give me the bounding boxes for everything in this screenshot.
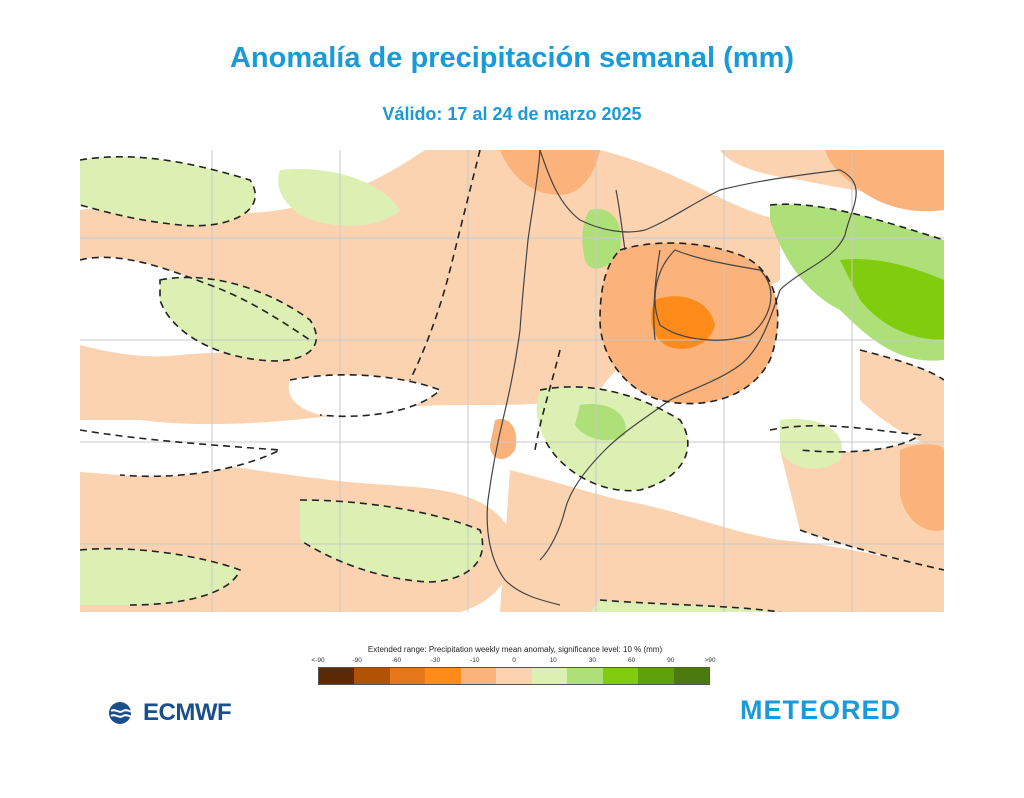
ecmwf-logo-text: ECMWF xyxy=(143,699,232,726)
map-svg xyxy=(80,150,944,612)
legend-title: Extended range: Precipitation weekly mea… xyxy=(367,645,663,654)
legend-swatch xyxy=(425,668,461,684)
coastline xyxy=(486,150,857,606)
legend-tick-label: -60 xyxy=(391,657,402,664)
legend-color-bar xyxy=(318,667,710,685)
ecmwf-wave-icon xyxy=(109,702,137,724)
legend-swatch xyxy=(673,668,709,684)
legend-swatch xyxy=(496,668,532,684)
legend-swatch xyxy=(567,668,603,684)
legend-swatch xyxy=(531,668,568,684)
positive-anomaly-areas xyxy=(80,156,944,612)
legend-tick-label: <-90 xyxy=(311,657,325,664)
legend-tick-label: 30 xyxy=(588,657,597,664)
legend-ticks: <-90 -90 -60 -30 -10 0 10 30 60 90 >90 xyxy=(311,657,715,667)
legend-tick-label: 0 xyxy=(512,657,516,664)
page-subtitle: Válido: 17 al 24 de marzo 2025 xyxy=(382,104,642,124)
legend-tick-label: -30 xyxy=(430,657,441,664)
legend-swatch xyxy=(460,668,497,684)
ecmwf-logo: ECMWF xyxy=(108,699,232,727)
legend-tick-label: -10 xyxy=(470,657,480,664)
legend-swatch xyxy=(389,668,426,684)
precipitation-anomaly-map xyxy=(80,150,944,612)
legend-swatch xyxy=(602,668,639,684)
legend-tick-label: 90 xyxy=(667,657,675,664)
legend-swatch xyxy=(638,668,674,684)
page-title: Anomalía de precipitación semanal (mm) xyxy=(229,42,795,74)
legend-swatch xyxy=(319,668,355,684)
meteored-logo: METEORED xyxy=(740,695,902,725)
legend-tick-label: 60 xyxy=(627,657,636,664)
legend-tick-label: -90 xyxy=(352,657,362,664)
negative-anomaly-strong xyxy=(490,150,944,531)
legend-tick-label: >90 xyxy=(704,657,716,664)
legend-swatch xyxy=(354,668,390,684)
significance-contours xyxy=(80,150,944,612)
legend-tick-label: 10 xyxy=(549,657,557,664)
